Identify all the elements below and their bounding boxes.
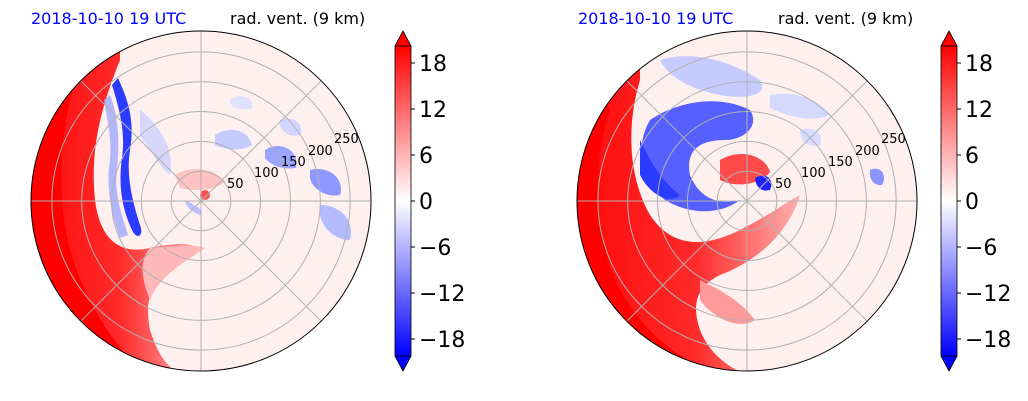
right-colorbar-tick-labels: 18 12 6 0 −6 −12 −18 [965,52,1011,353]
right-cbtick-6: 6 [965,144,979,169]
left-colorbar-extend-bottom [394,355,412,372]
left-cbtick-neg12: −12 [419,282,465,307]
left-cbtick-12: 12 [419,98,447,123]
left-radial-tick-labels: 50 100 150 200 250 [227,132,359,192]
left-colorbar-body [394,45,412,357]
right-cbtick-neg12: −12 [965,282,1011,307]
right-colorbar-ticks [957,62,961,340]
left-rtick-250: 250 [334,132,359,147]
left-rtick-200: 200 [308,144,333,159]
left-rtick-150: 150 [281,155,306,170]
left-colorbar-extend-top [394,30,412,47]
left-contour-field [31,31,371,371]
right-colorbar-extend-bottom [940,355,958,372]
right-panel-time-title: 2018-10-10 19 UTC [578,9,733,28]
right-colorbar-extend-top [940,30,958,47]
right-cbtick-12: 12 [965,98,993,123]
left-panel-time-title: 2018-10-10 19 UTC [31,9,186,28]
right-cbtick-neg6: −6 [965,236,997,261]
left-polar-grid [31,31,371,371]
right-rtick-50: 50 [775,177,792,192]
right-polar-boundary [576,30,918,372]
left-cbtick-neg6: −6 [419,236,451,261]
left-polar-boundary [30,30,372,372]
right-radial-tick-labels: 50 100 150 200 250 [775,132,906,192]
left-cbtick-0: 0 [419,190,433,215]
left-colorbar-ticks [411,62,415,340]
right-cbtick-0: 0 [965,190,979,215]
left-cbtick-6: 6 [419,144,433,169]
left-colorbar: 18 12 6 0 −6 −12 −18 [394,30,465,372]
right-rtick-150: 150 [828,155,853,170]
right-panel-variable-title: rad. vent. (9 km) [778,9,913,28]
right-cbtick-neg18: −18 [965,328,1011,353]
left-cbtick-18: 18 [419,52,447,77]
right-colorbar: 18 12 6 0 −6 −12 −18 [940,30,1011,372]
left-rtick-50: 50 [227,177,244,192]
left-cbtick-neg18: −18 [419,328,465,353]
right-cbtick-18: 18 [965,52,993,77]
right-rtick-100: 100 [801,166,826,181]
left-rtick-100: 100 [254,166,279,181]
right-colorbar-body [940,45,958,357]
right-rtick-200: 200 [855,144,880,159]
left-panel: 2018-10-10 19 UTC rad. vent. (9 km) [30,9,465,372]
left-colorbar-tick-labels: 18 12 6 0 −6 −12 −18 [419,52,465,353]
right-panel: 2018-10-10 19 UTC rad. vent. (9 km) [576,9,1011,372]
right-polar-grid [577,31,917,371]
right-rtick-250: 250 [881,132,906,147]
left-panel-variable-title: rad. vent. (9 km) [230,9,365,28]
